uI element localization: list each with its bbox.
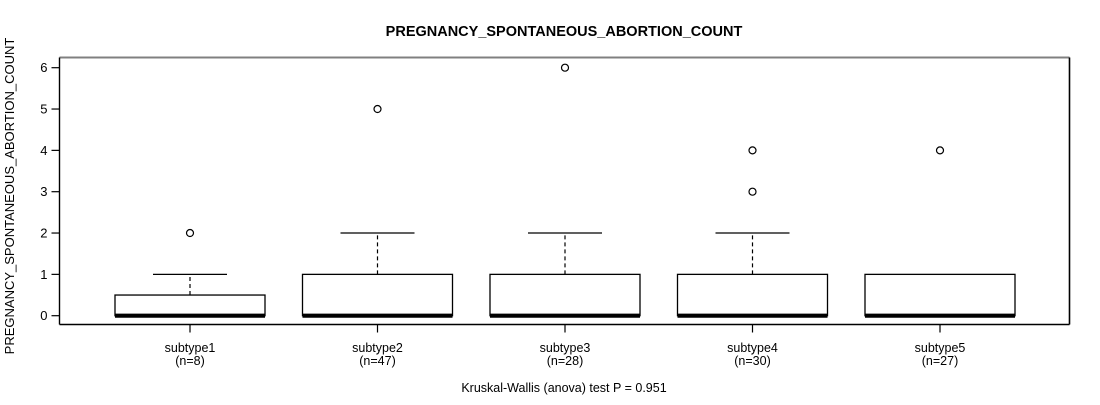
y-tick-label: 6 xyxy=(40,60,47,75)
group-n-label: (n=27) xyxy=(922,354,958,368)
box-subtype2 xyxy=(301,273,454,317)
outlier-point xyxy=(185,228,195,238)
box-subtype5 xyxy=(864,273,1016,317)
plot-content: 0 1 2 3 4 5 6 subtype1(n=8) subtype2(n=47) subtyp… xyxy=(40,56,1071,368)
group-label: subtype2 xyxy=(352,341,403,355)
stat-test-caption: Kruskal-Wallis (anova) test P = 0.951 xyxy=(461,381,666,395)
outlier-point xyxy=(935,146,945,155)
group-n-label: (n=30) xyxy=(734,354,770,368)
outlier-point xyxy=(748,146,757,155)
y-tick-label: 1 xyxy=(40,267,47,282)
y-axis-label: PREGNANCY_SPONTANEOUS_ABORTION_COUNT xyxy=(2,38,17,355)
y-tick-label: 4 xyxy=(40,143,47,158)
y-tick-label: 5 xyxy=(40,102,47,117)
chart-title: PREGNANCY_SPONTANEOUS_ABORTION_COUNT xyxy=(386,24,743,40)
group-label: subtype3 xyxy=(540,341,591,355)
box-subtype1 xyxy=(114,294,266,317)
y-tick-label: 2 xyxy=(40,226,47,241)
outlier-point xyxy=(560,63,570,72)
y-tick-label: 0 xyxy=(40,308,47,323)
group-n-label: (n=47) xyxy=(359,354,395,368)
box-subtype3 xyxy=(489,273,641,317)
outlier-point xyxy=(748,187,757,196)
group-label: subtype5 xyxy=(915,341,966,355)
box-subtype4 xyxy=(676,273,829,317)
group-label: subtype1 xyxy=(165,341,216,355)
outlier-point xyxy=(373,104,382,114)
group-label: subtype4 xyxy=(727,341,778,355)
group-n-label: (n=8) xyxy=(175,354,205,368)
group-n-label: (n=28) xyxy=(547,354,583,368)
y-tick-label: 3 xyxy=(40,184,47,199)
